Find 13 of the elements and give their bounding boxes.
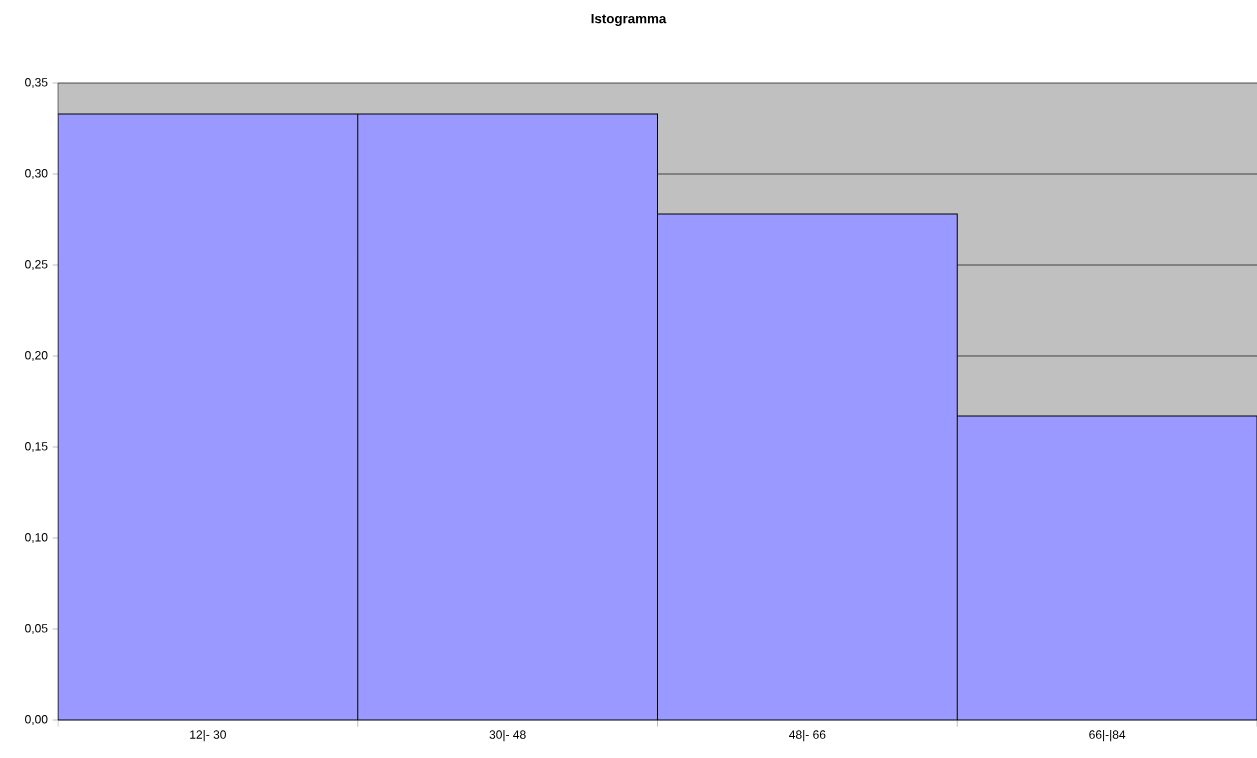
x-tick-label: 12|- 30 xyxy=(190,730,226,742)
x-tick-label: 66|-|84 xyxy=(1089,730,1126,742)
y-tick-label: 0,10 xyxy=(25,533,48,543)
y-tick-label: 0,00 xyxy=(25,715,48,725)
y-tick-label: 0,35 xyxy=(25,78,48,88)
x-tick-label: 48|- 66 xyxy=(789,730,826,742)
y-tick-label: 0,25 xyxy=(25,260,48,270)
y-tick-label: 0,15 xyxy=(25,442,48,452)
y-tick-label: 0,20 xyxy=(25,351,48,361)
x-tick-label: 30|- 48 xyxy=(489,730,526,742)
y-tick-label: 0,05 xyxy=(25,624,48,634)
chart-title: Istogramma xyxy=(591,13,667,26)
y-tick-label: 0,30 xyxy=(25,169,48,179)
